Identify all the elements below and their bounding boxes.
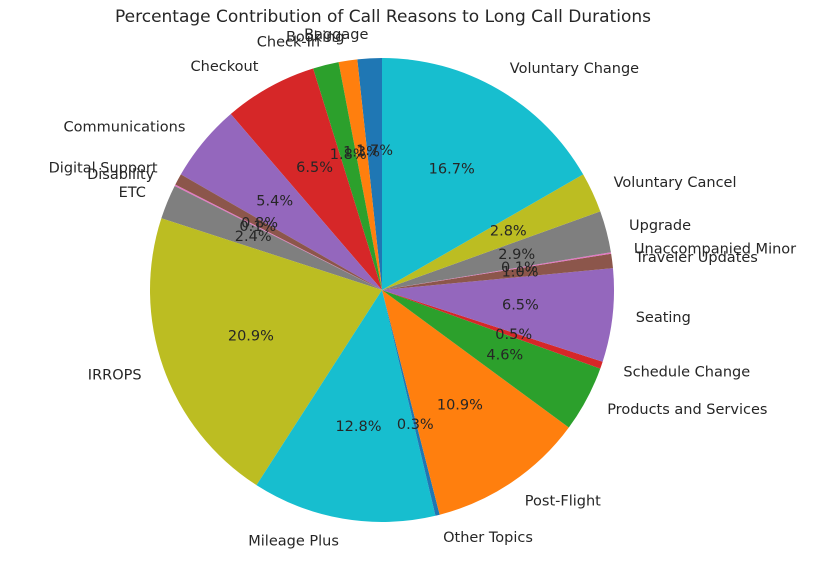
pie-slice-post-flight — [382, 290, 569, 515]
pie-slice-schedule-change — [382, 290, 603, 369]
pie-slice-checkout — [230, 68, 382, 290]
slice-label-baggage: Baggage — [304, 27, 368, 43]
pct-label-products-and-services: 4.6% — [486, 348, 523, 364]
slice-label-upgrade: Upgrade — [629, 218, 691, 234]
percentage-labels: 1.7%1.3%1.8%6.5%5.4%0.8%0.1%2.4%20.9%12.… — [228, 143, 539, 435]
pie-slice-upgrade — [382, 211, 611, 290]
pie-slice-booking — [338, 59, 382, 290]
pct-label-schedule-change: 0.5% — [495, 327, 532, 343]
pie-slice-communications — [180, 114, 382, 290]
pie-slice-baggage — [357, 58, 382, 290]
pie-slice-seating — [382, 268, 615, 362]
slice-label-voluntary-change: Voluntary Change — [510, 61, 639, 77]
slice-label-booking: Booking — [286, 30, 345, 46]
slice-label-mileage-plus: Mileage Plus — [248, 534, 339, 550]
pct-label-booking: 1.3% — [343, 144, 380, 160]
slice-label-schedule-change: Schedule Change — [623, 365, 750, 381]
pie-slice-irrops — [149, 218, 382, 486]
pct-label-unaccompanied-minor: 0.1% — [501, 260, 538, 276]
pct-label-traveler-updates: 1.0% — [502, 265, 539, 281]
pie-slice-traveler-updates — [382, 253, 613, 290]
slice-label-irrops: IRROPS — [88, 368, 142, 384]
chart-title: Percentage Contribution of Call Reasons … — [115, 7, 651, 27]
pct-label-check-in: 1.8% — [330, 147, 367, 163]
pie-slice-unaccompanied-minor — [382, 252, 612, 290]
pie-slice-digital-support — [175, 174, 382, 290]
slice-label-voluntary-cancel: Voluntary Cancel — [614, 175, 737, 191]
pct-label-digital-support: 0.8% — [241, 216, 278, 232]
slice-label-digital-support: Digital Support — [49, 161, 158, 177]
pct-label-disability: 0.1% — [239, 219, 276, 235]
pct-label-mileage-plus: 12.8% — [335, 419, 381, 435]
pct-label-post-flight: 10.9% — [437, 397, 483, 413]
pct-label-baggage: 1.7% — [356, 143, 393, 159]
pie-slices — [149, 58, 615, 523]
pct-label-other-topics: 0.3% — [397, 417, 434, 433]
pie-slice-etc — [161, 185, 382, 290]
slice-label-seating: Seating — [636, 310, 691, 326]
pct-label-etc: 2.4% — [235, 229, 272, 245]
slice-label-traveler-updates: Traveler Updates — [634, 250, 758, 266]
pie-slice-products-and-services — [382, 290, 601, 428]
pct-label-seating: 6.5% — [502, 297, 539, 313]
slice-label-post-flight: Post-Flight — [525, 494, 601, 510]
pie-slice-voluntary-change — [382, 58, 584, 290]
pie-slice-other-topics — [382, 290, 440, 516]
slice-label-unaccompanied-minor: Unaccompanied Minor — [634, 241, 796, 257]
slice-label-check-in: Check-In — [257, 34, 320, 50]
slice-label-checkout: Checkout — [191, 59, 259, 75]
slice-label-disability: Disability — [87, 167, 155, 183]
pie-slice-check-in — [313, 62, 382, 290]
pct-label-upgrade: 2.9% — [498, 247, 535, 263]
slice-label-other-topics: Other Topics — [443, 530, 533, 546]
pie-slice-voluntary-cancel — [382, 174, 601, 290]
pct-label-checkout: 6.5% — [296, 160, 333, 176]
slice-label-products-and-services: Products and Services — [607, 402, 767, 418]
pct-label-irrops: 20.9% — [228, 329, 274, 345]
pie-slice-disability — [174, 184, 382, 290]
pct-label-communications: 5.4% — [256, 193, 293, 209]
slice-label-communications: Communications — [64, 119, 186, 135]
pct-label-voluntary-cancel: 2.8% — [490, 224, 527, 240]
pct-label-voluntary-change: 16.7% — [429, 162, 475, 178]
slice-label-etc: ETC — [119, 185, 146, 201]
pie-slice-mileage-plus — [256, 290, 436, 523]
